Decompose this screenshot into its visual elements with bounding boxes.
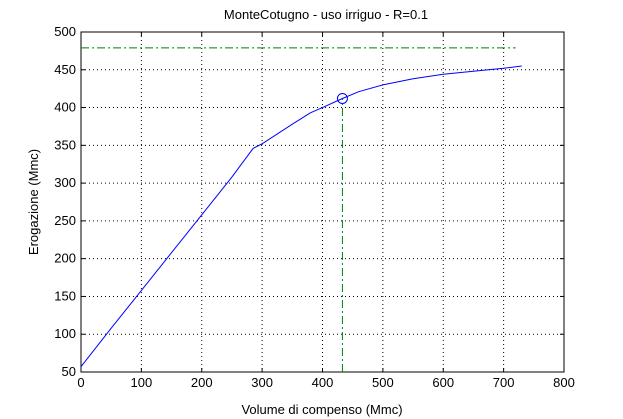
x-tick-label: 800 — [553, 375, 575, 390]
y-axis-label: Erogazione (Mmc) — [26, 149, 41, 255]
x-tick-label: 700 — [493, 375, 515, 390]
y-tick-label: 100 — [54, 326, 76, 341]
x-axis-label: Volume di compenso (Mmc) — [241, 402, 402, 417]
x-tick-label: 200 — [191, 375, 213, 390]
y-tick-label: 150 — [54, 288, 76, 303]
y-tick-label: 250 — [54, 213, 76, 228]
y-tick-label: 50 — [62, 364, 76, 379]
chart-title: MonteCotugno - uso irriguo - R=0.1 — [224, 7, 428, 22]
x-tick-label: 100 — [131, 375, 153, 390]
y-tick-label: 450 — [54, 62, 76, 77]
x-tick-label: 500 — [372, 375, 394, 390]
x-tick-label: 300 — [251, 375, 273, 390]
y-tick-labels: 50 100 150 200 250 300 350 400 450 500 — [54, 24, 76, 379]
x-tick-labels: 0 100 200 300 400 500 600 700 800 — [77, 375, 574, 390]
series-group — [80, 65, 522, 368]
operating-point-marker — [336, 92, 348, 104]
y-tick-label: 350 — [54, 137, 76, 152]
axis-ticks — [80, 31, 565, 373]
y-tick-label: 200 — [54, 251, 76, 266]
y-tick-label: 500 — [54, 24, 76, 39]
x-tick-label: 600 — [432, 375, 454, 390]
y-tick-label: 300 — [54, 175, 76, 190]
reference-lines — [81, 47, 516, 372]
x-tick-label: 0 — [77, 375, 84, 390]
series-line — [80, 65, 522, 368]
grid — [81, 32, 564, 372]
y-tick-label: 400 — [54, 100, 76, 115]
x-tick-label: 400 — [312, 375, 334, 390]
